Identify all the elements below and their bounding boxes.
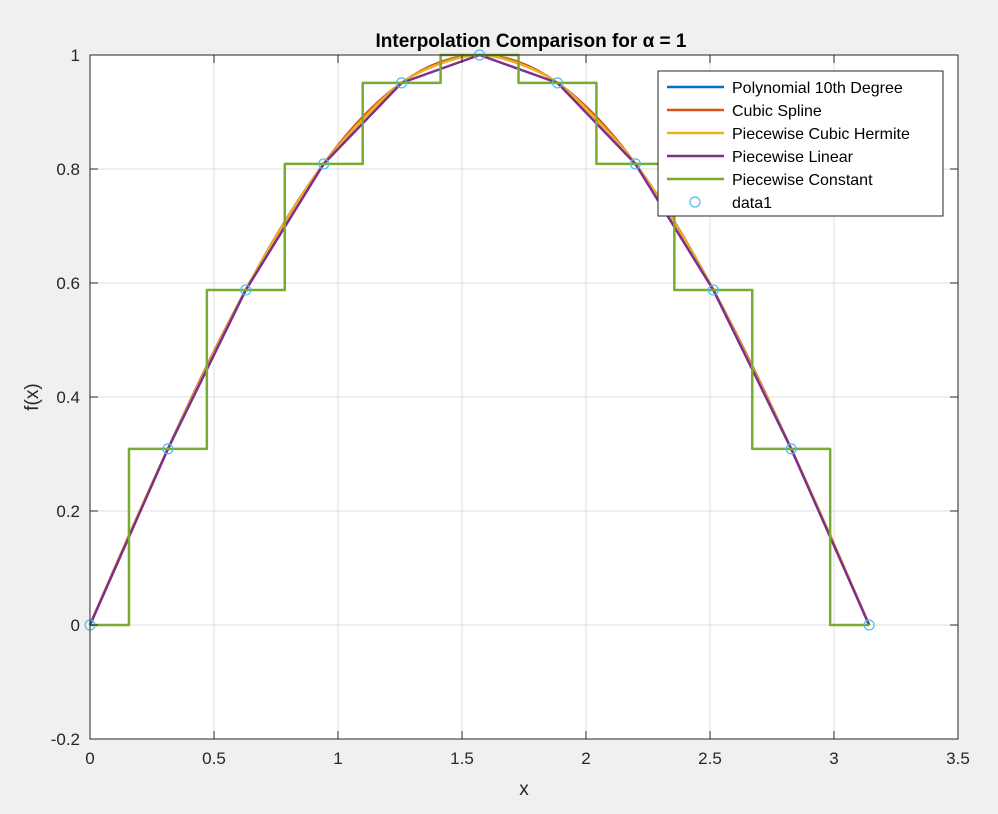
x-tick-label: 3.5 xyxy=(946,749,970,768)
legend-label: Piecewise Cubic Hermite xyxy=(732,126,910,143)
y-tick-label: 0.2 xyxy=(56,502,80,521)
data-point xyxy=(162,443,174,455)
y-tick-label: -0.2 xyxy=(51,730,80,749)
data-point xyxy=(551,77,564,89)
data-point xyxy=(863,619,875,631)
data-point xyxy=(240,284,252,296)
x-tick-label: 2 xyxy=(581,749,590,768)
legend-label: Piecewise Constant xyxy=(732,172,873,189)
legend-label: Cubic Spline xyxy=(732,103,822,120)
y-tick-label: 0.6 xyxy=(56,274,80,293)
legend-label: Polynomial 10th Degree xyxy=(732,80,903,97)
y-tick-label: 0.4 xyxy=(56,388,80,407)
chart-title: Interpolation Comparison for α = 1 xyxy=(376,31,687,52)
data-point xyxy=(629,158,641,170)
x-tick-label: 1.5 xyxy=(450,749,474,768)
data-point xyxy=(396,77,408,89)
data-point xyxy=(785,443,797,455)
y-tick-label: 1 xyxy=(71,46,80,65)
legend: Polynomial 10th Degree Cubic Spline Piecew… xyxy=(657,70,944,217)
legend-label: Piecewise Linear xyxy=(732,149,854,166)
y-tick-label: 0.8 xyxy=(56,160,80,179)
x-tick-label: 3 xyxy=(829,749,838,768)
tick-labels: 0 0.5 1 1.5 2 2.5 3 3.5 -0.2 0 0.2 0.4 0.6 0.8 1 xyxy=(51,46,970,768)
x-tick-label: 0.5 xyxy=(202,749,226,768)
x-tick-label: 0 xyxy=(85,749,94,768)
legend-label: data1 xyxy=(732,195,772,212)
x-axis-label: x xyxy=(519,779,529,800)
x-tick-label: 2.5 xyxy=(698,749,722,768)
ticks xyxy=(89,54,959,740)
data-point xyxy=(707,284,719,296)
y-tick-label: 0 xyxy=(71,616,80,635)
legend-box xyxy=(657,70,944,217)
y-axis-label: f(x) xyxy=(22,383,43,410)
legend-marker-data1 xyxy=(689,196,701,208)
x-tick-label: 1 xyxy=(333,749,342,768)
data-point xyxy=(318,158,330,170)
